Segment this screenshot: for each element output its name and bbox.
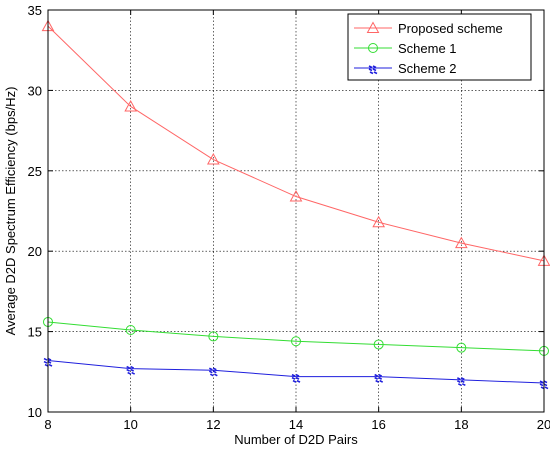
y-tick-label: 30 [28, 83, 42, 98]
y-axis-label: Average D2D Spectrum Efficiency (bps/Hz) [3, 87, 18, 336]
x-axis-label: Number of D2D Pairs [234, 432, 358, 447]
data-point [291, 336, 301, 347]
data-point [124, 99, 138, 112]
x-tick-label: 16 [371, 417, 385, 432]
x-tick-label: 14 [289, 417, 303, 432]
legend-entry: Scheme 2 [354, 61, 457, 76]
y-tick-label: 25 [28, 164, 42, 179]
y-tick-label: 15 [28, 325, 42, 340]
legend-marker [366, 21, 380, 33]
data-point [374, 373, 384, 383]
y-tick-label: 35 [28, 3, 42, 18]
legend: Proposed scheme Scheme 1 Scheme 2 [347, 13, 532, 81]
data-point [372, 215, 386, 228]
legend-box [347, 13, 532, 81]
legend-label: Scheme 1 [398, 41, 457, 56]
data-point [454, 236, 468, 249]
series-line [47, 321, 545, 352]
x-tick-label: 10 [123, 417, 137, 432]
legend-label: Proposed scheme [398, 21, 503, 36]
x-tick-label: 18 [454, 417, 468, 432]
legend-entry: Scheme 1 [354, 41, 457, 56]
x-tick-label: 12 [206, 417, 220, 432]
data-point [126, 365, 136, 375]
legend-marker [368, 43, 378, 53]
data-point [206, 153, 220, 165]
data-point [125, 324, 136, 335]
legend-marker [368, 65, 378, 75]
y-tick-label: 10 [28, 405, 42, 420]
legend-entry: Proposed scheme [354, 21, 503, 36]
data-point [291, 373, 301, 383]
series-3 [43, 357, 549, 390]
x-tick-label: 20 [537, 417, 550, 432]
series-line [47, 25, 545, 262]
data-point [289, 189, 303, 202]
data-point [456, 377, 466, 387]
data-point [373, 339, 384, 350]
data-point [456, 342, 467, 353]
series-layer [41, 19, 550, 390]
series-line [47, 360, 545, 384]
data-point [208, 367, 218, 377]
y-tick-label: 20 [28, 244, 42, 259]
legend-label: Scheme 2 [398, 61, 457, 76]
x-tick-label: 8 [44, 417, 51, 432]
data-point [208, 331, 219, 342]
series-1 [41, 19, 550, 266]
